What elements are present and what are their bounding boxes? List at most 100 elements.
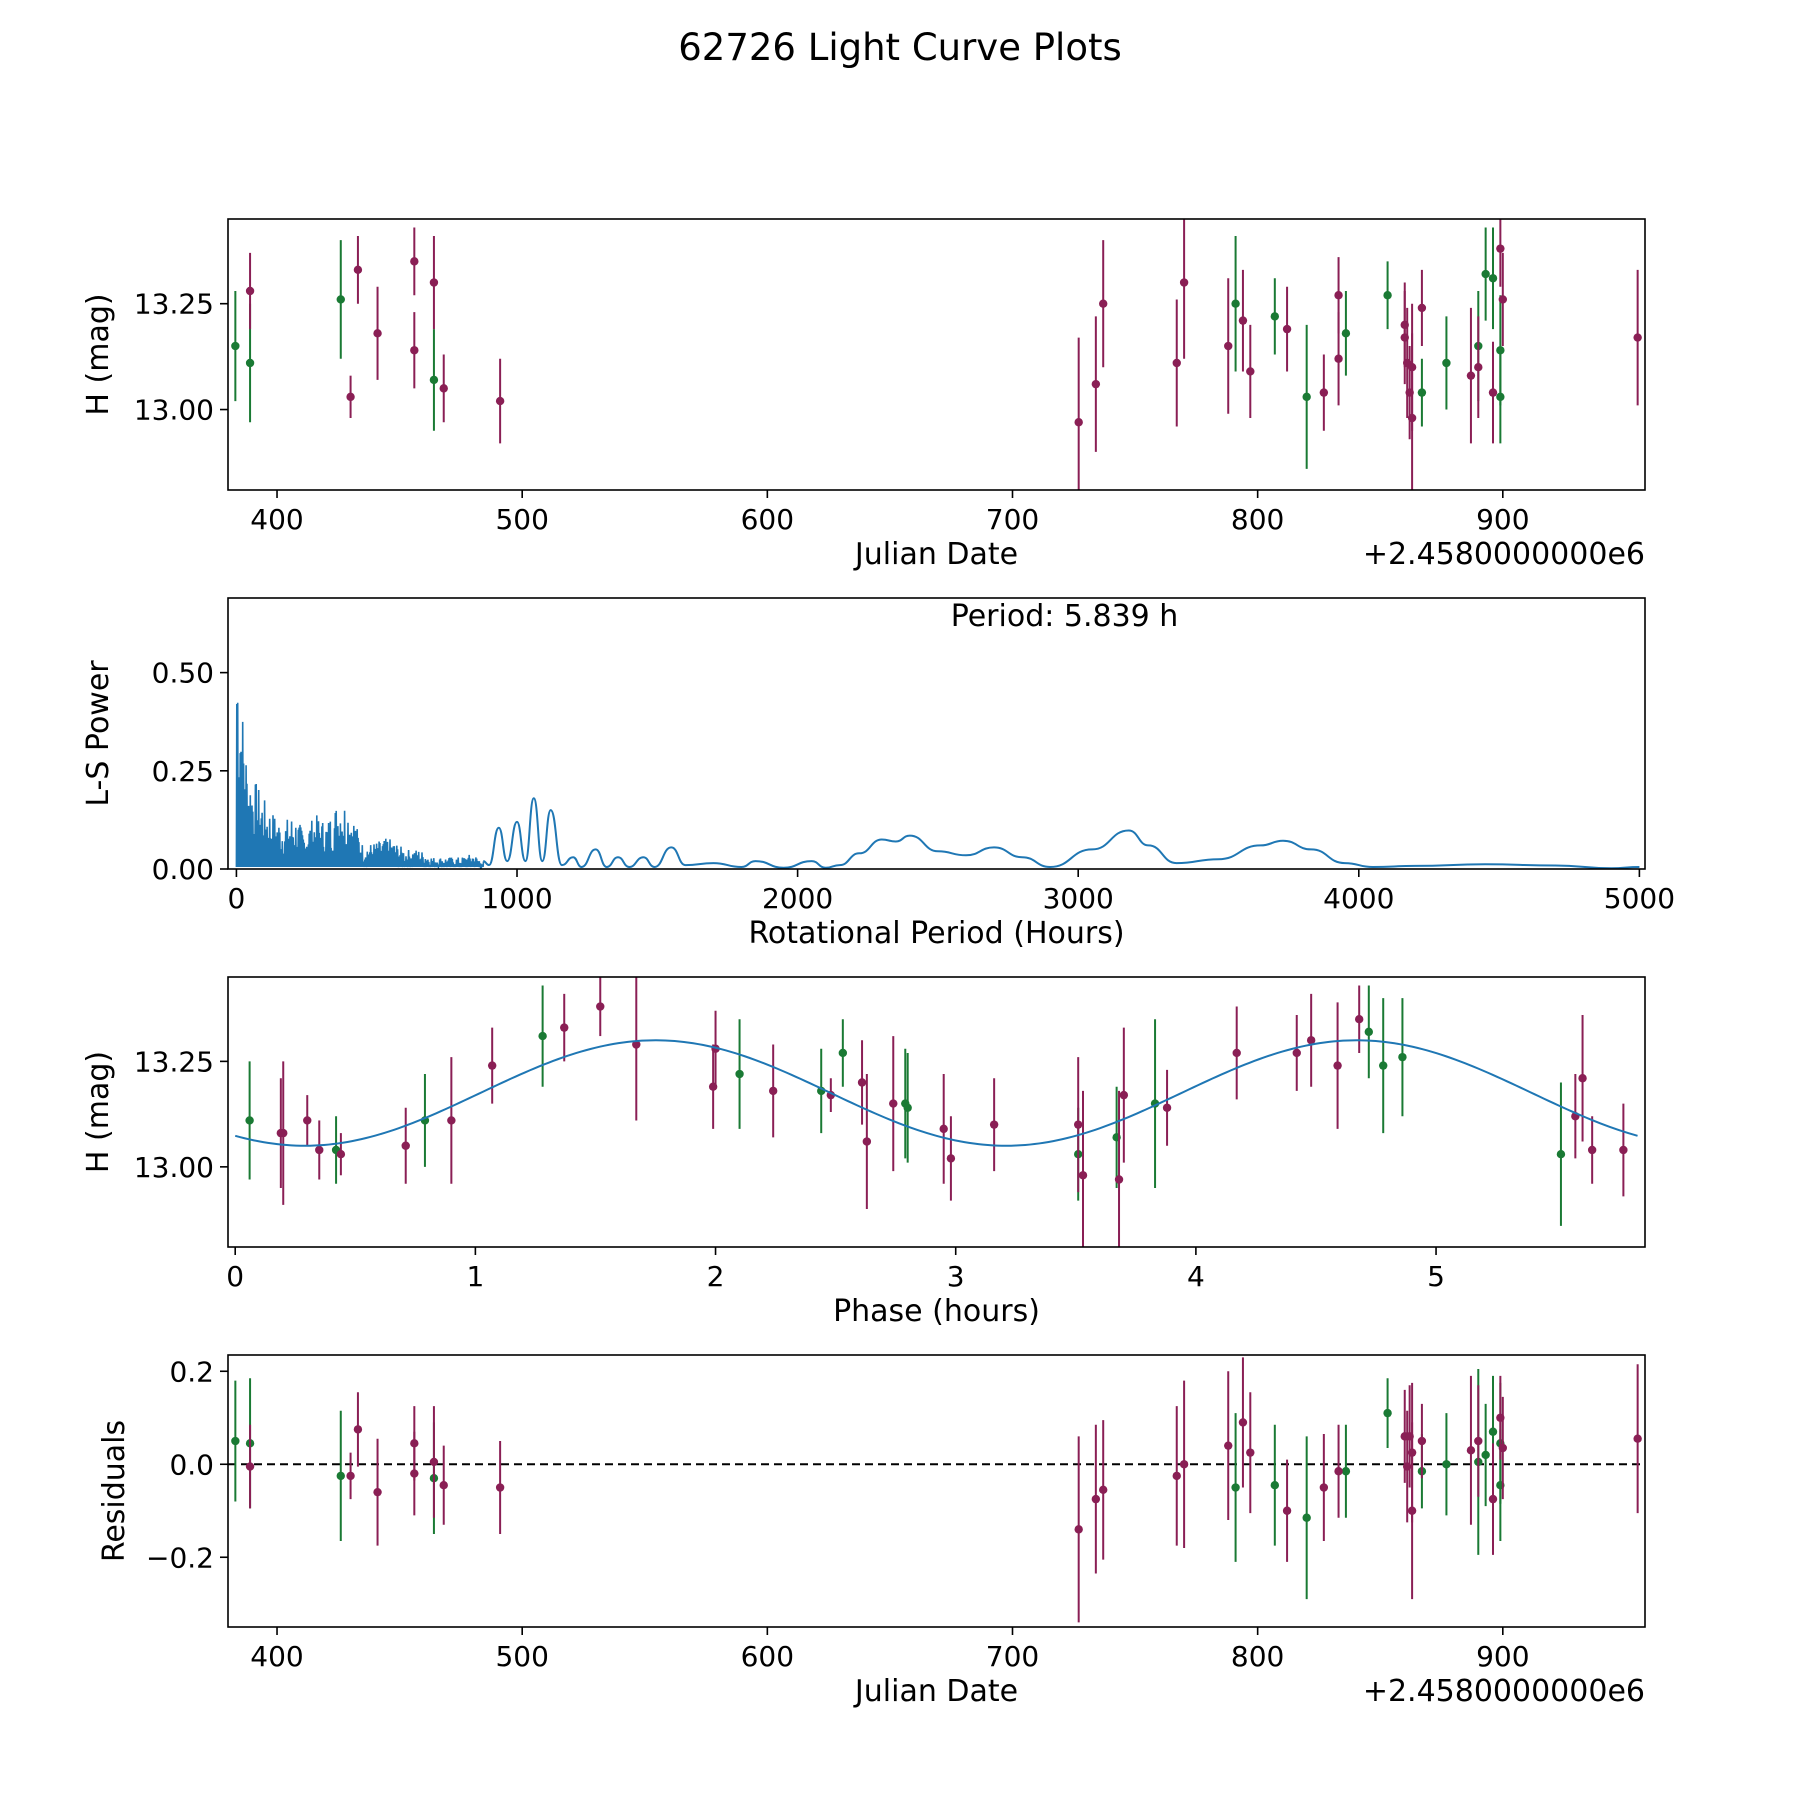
x-tick-label: 900	[1476, 503, 1529, 536]
data-point	[410, 257, 419, 266]
y-tick-label: 0.50	[152, 657, 214, 690]
data-point	[1319, 1483, 1329, 1492]
model-fit-curve	[234, 1039, 1638, 1147]
x-tick-label: 600	[741, 1640, 794, 1673]
x-axis-label: Julian Date	[853, 537, 1018, 572]
data-point	[1496, 346, 1505, 355]
plot-area	[234, 977, 1638, 1247]
data-point	[946, 1154, 956, 1163]
x-tick-label: 500	[495, 1640, 548, 1673]
data-point	[231, 341, 240, 351]
data-point	[1383, 1408, 1392, 1418]
x-axis-label: Rotational Period (Hours)	[748, 916, 1124, 951]
data-point	[1587, 1145, 1597, 1155]
data-point	[1402, 1462, 1412, 1471]
data-point	[353, 1425, 363, 1434]
data-point	[1398, 1052, 1407, 1062]
data-point	[1099, 299, 1108, 308]
data-point	[1354, 1014, 1364, 1024]
data-point	[1619, 1145, 1628, 1155]
data-point	[336, 295, 345, 304]
data-point	[1400, 333, 1409, 342]
data-point	[346, 392, 355, 402]
y-tick-label: 13.25	[134, 1045, 214, 1078]
x-tick-label: 800	[1231, 503, 1284, 536]
x-axis-offset-label: +2.4580000000e6	[1363, 1674, 1645, 1709]
data-point	[1246, 1448, 1255, 1457]
x-tick-label: 900	[1476, 1640, 1529, 1673]
data-point	[1496, 392, 1505, 402]
data-point	[245, 1462, 255, 1471]
data-point	[1334, 354, 1343, 363]
data-point	[315, 1145, 324, 1155]
data-point	[939, 1124, 948, 1134]
data-point	[1407, 1506, 1417, 1515]
data-point	[735, 1069, 744, 1079]
data-point	[1099, 1485, 1108, 1495]
data-point	[538, 1031, 547, 1041]
x-tick-label: 500	[495, 503, 548, 536]
y-tick-label: 13.25	[134, 288, 214, 321]
axes-frame	[227, 218, 1646, 491]
data-point	[1282, 1506, 1292, 1515]
data-point	[1292, 1048, 1301, 1058]
data-point	[1224, 341, 1233, 351]
data-point	[1474, 363, 1483, 372]
data-point	[410, 346, 419, 355]
data-point	[336, 1471, 345, 1481]
data-point	[1302, 392, 1311, 402]
data-point	[1282, 324, 1292, 334]
period-annotation: Period: 5.839 h	[951, 599, 1179, 634]
x-axis-label: Phase (hours)	[833, 1294, 1040, 1329]
plot-area	[231, 219, 1642, 490]
data-point	[1319, 388, 1329, 397]
data-point	[1364, 1027, 1374, 1037]
data-point	[1498, 1443, 1508, 1453]
data-point	[1333, 1061, 1342, 1070]
data-point	[1119, 1090, 1129, 1100]
data-point	[1442, 358, 1451, 368]
data-point	[889, 1099, 898, 1108]
y-tick-label: 0.25	[152, 755, 214, 788]
y-tick-label: 13.00	[134, 394, 214, 427]
data-point	[1246, 367, 1255, 376]
data-point	[903, 1103, 912, 1112]
periodogram-spikes	[235, 702, 485, 869]
x-tick-label: 5	[1427, 1260, 1445, 1293]
data-point	[1224, 1441, 1233, 1450]
data-point	[245, 358, 255, 368]
data-point	[1417, 1436, 1427, 1446]
data-point	[1466, 371, 1476, 380]
y-tick-label: 0.00	[152, 853, 214, 886]
data-point	[1578, 1074, 1587, 1083]
data-point	[1498, 295, 1508, 304]
plot-area	[228, 1357, 1645, 1623]
x-tick-label: 700	[986, 1640, 1039, 1673]
data-point	[1162, 1103, 1172, 1112]
data-point	[1172, 1471, 1181, 1481]
data-point	[1270, 1480, 1280, 1490]
data-point	[1488, 1494, 1498, 1504]
y-axis-label: Residuals	[97, 1420, 132, 1562]
data-point	[495, 1483, 505, 1492]
x-tick-label: 2000	[762, 882, 833, 915]
x-tick-label: 400	[250, 1640, 303, 1673]
x-tick-label: 400	[250, 503, 303, 536]
data-point	[1383, 291, 1392, 300]
data-point	[447, 1116, 456, 1125]
data-point	[1179, 278, 1189, 287]
data-point	[1633, 333, 1642, 342]
data-point	[1417, 388, 1427, 397]
lightcurve-panel: 400 500 600 700 800 900 13.00 13.25 Julian Date +…	[81, 218, 1646, 572]
data-point	[1074, 1120, 1083, 1129]
data-point	[1238, 316, 1248, 325]
y-tick-label: 0.0	[169, 1448, 214, 1481]
x-tick-label: 0	[226, 1260, 244, 1293]
data-point	[768, 1086, 778, 1096]
data-point	[1091, 379, 1101, 389]
data-point	[1417, 303, 1427, 313]
x-axis-offset-label: +2.4580000000e6	[1363, 537, 1645, 572]
data-point	[429, 1457, 439, 1467]
x-tick-label: 3	[947, 1260, 965, 1293]
